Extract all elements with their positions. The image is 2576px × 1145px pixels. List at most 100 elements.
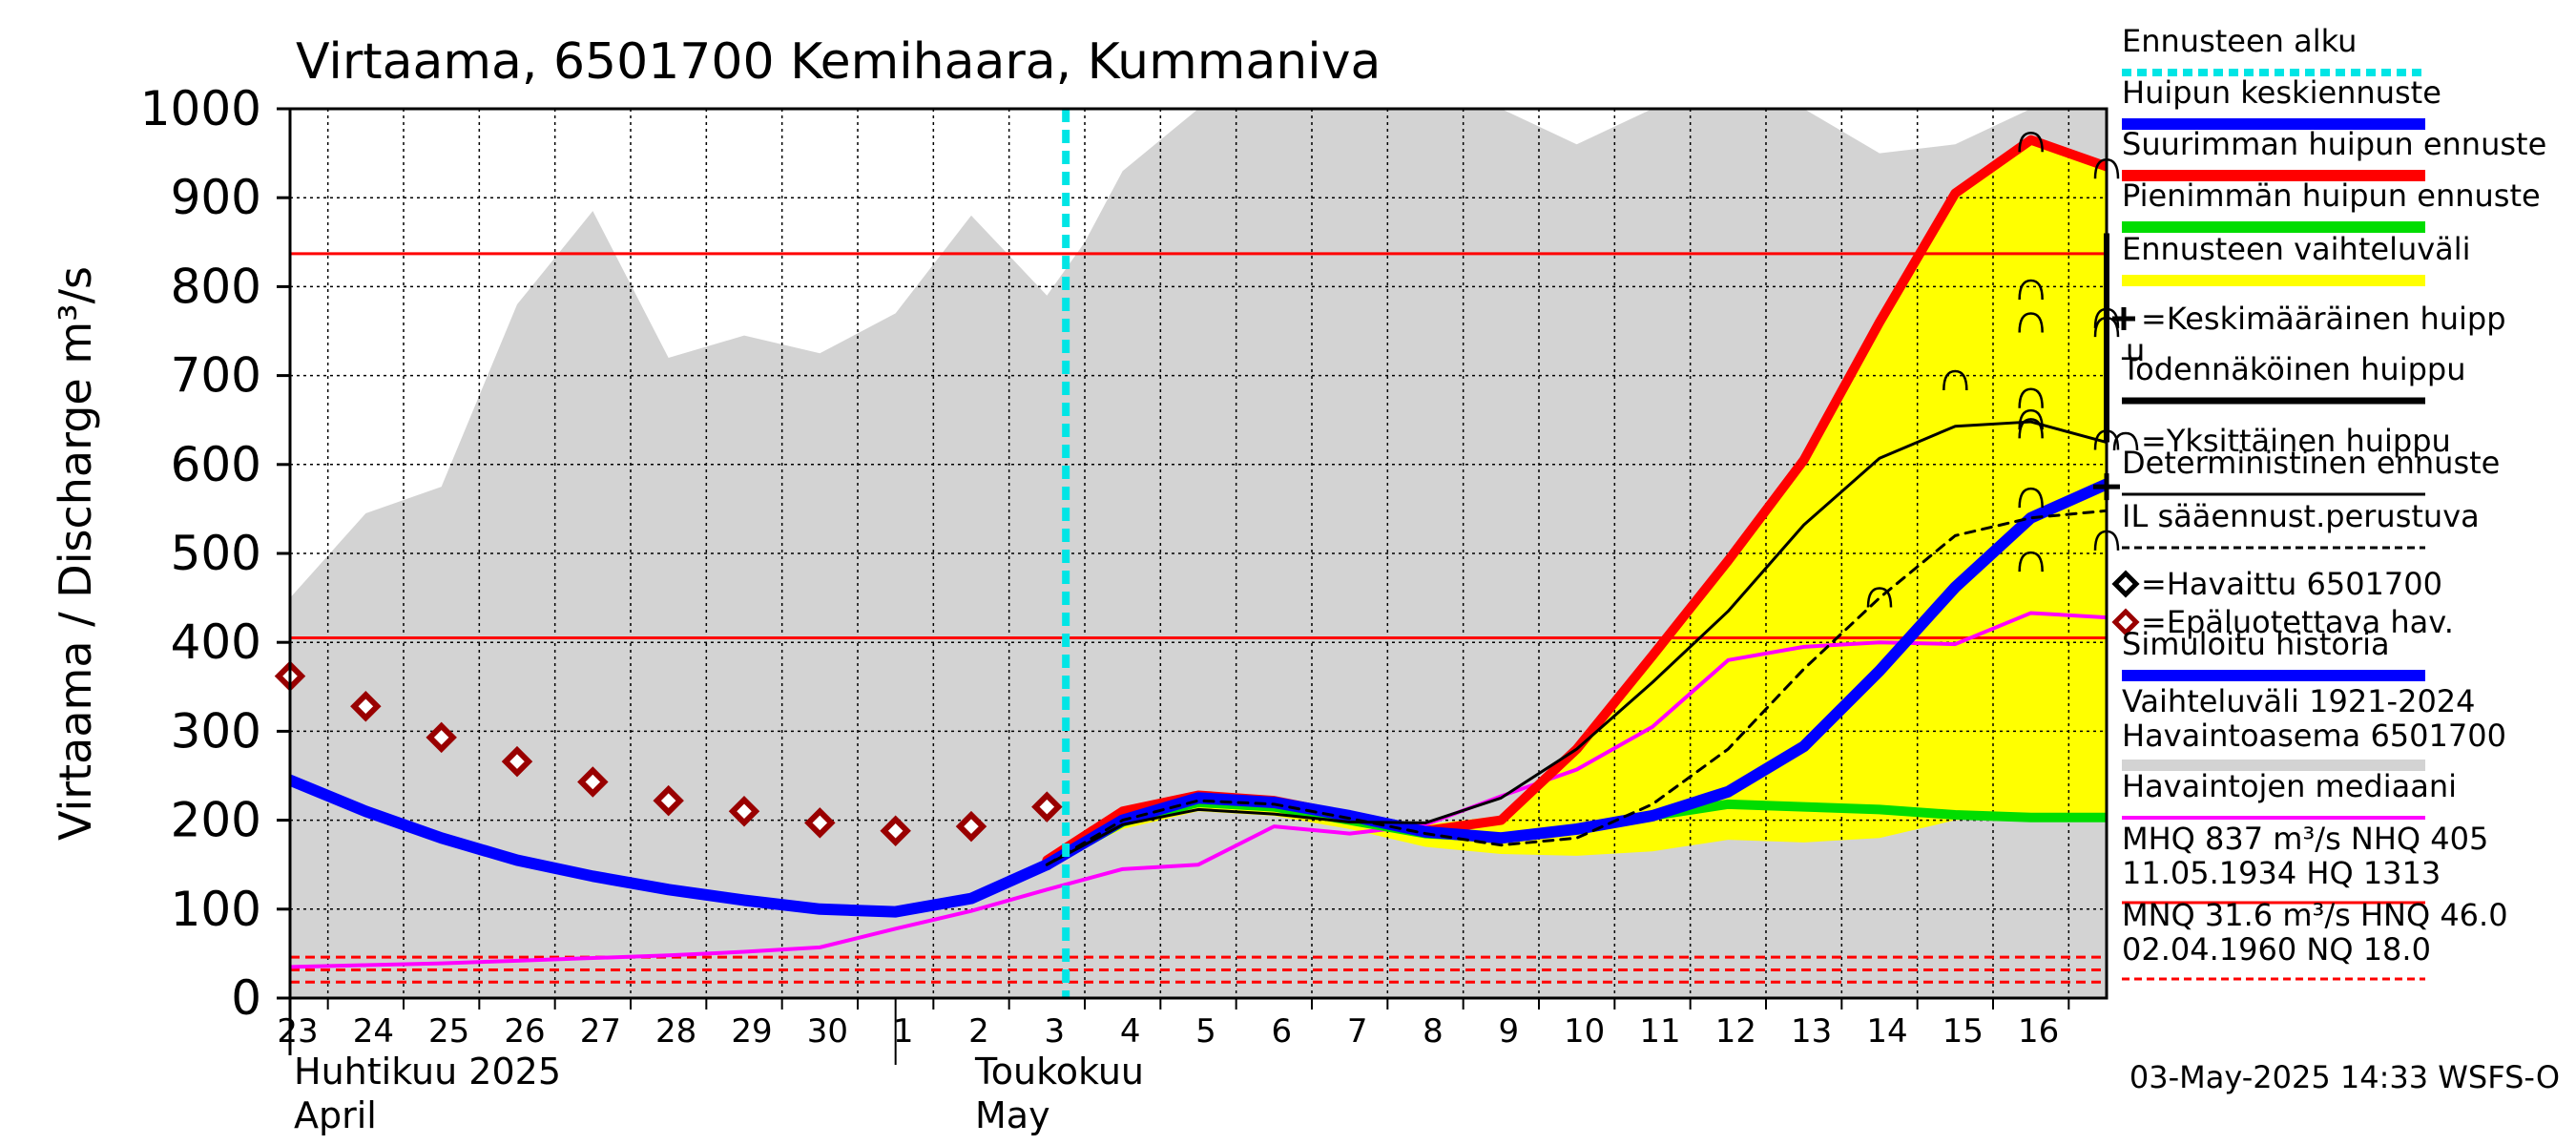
month-label-fi: Toukokuu [974, 1051, 1144, 1093]
legend-mnq-31-6-m-s-hnq-46-0: MNQ 31.6 m³/s HNQ 46.002.04.1960 NQ 18.0 [2122, 897, 2508, 981]
legend-label-2: 11.05.1934 HQ 1313 [2122, 855, 2441, 891]
legend-havaittu-6501700: =Havaittu 6501700 [2111, 566, 2442, 602]
x-tick-label: 13 [1791, 1012, 1832, 1051]
legend-vaihteluv-li-1921-2024: Vaihteluväli 1921-2024 Havaintoasema 650… [2122, 683, 2506, 771]
x-tick-label: 12 [1715, 1012, 1756, 1051]
series-il-s-ennust-perustuva [1045, 509, 2107, 866]
legend-label: Vaihteluväli 1921-2024 [2122, 683, 2476, 719]
timestamp: 03-May-2025 14:33 WSFS-O [2129, 1059, 2560, 1095]
legend-label-2: u [2126, 332, 2145, 368]
legend-label: =Yksittäinen huippu [2141, 423, 2451, 459]
legend: Ennusteen alku Huipun keskiennuste Suurimm… [2111, 23, 2546, 981]
unreliable-observation-point [426, 721, 457, 754]
series-todenn-k-inen-huippu [1045, 420, 2107, 866]
individual-peak-marker [2018, 312, 2044, 333]
unreliable-observation-point [577, 766, 609, 798]
x-tick-label: 10 [1564, 1012, 1605, 1051]
legend-label: =Epäluotettava hav. [2141, 604, 2454, 640]
x-tick-label: 8 [1423, 1012, 1444, 1051]
legend-keskim-r-inen-huipp: =Keskimääräinen huippu [2112, 301, 2506, 368]
legend-ennusteen-alku: Ennusteen alku [2122, 23, 2425, 76]
legend-label: MHQ 837 m³/s NHQ 405 [2122, 821, 2488, 857]
x-tick-label: 29 [731, 1012, 772, 1051]
x-tick-label: 9 [1499, 1012, 1520, 1051]
month-label-en: May [975, 1094, 1050, 1136]
legend-label: IL sääennust.perustuva [2122, 498, 2480, 534]
legend-swatch [2112, 307, 2135, 330]
legend-pienimm-n-huipun-ennuste: Pienimmän huipun ennuste [2122, 177, 2541, 233]
x-tick-label: 2 [968, 1012, 989, 1051]
x-tick-label: 23 [277, 1012, 318, 1051]
legend-label: Huipun keskiennuste [2122, 74, 2441, 111]
legend-label: Ennusteen vaihteluväli [2122, 231, 2471, 267]
legend-label: Suurimman huipun ennuste [2122, 126, 2546, 162]
individual-peak-marker [2018, 279, 2044, 301]
legend-label-2: 02.04.1960 NQ 18.0 [2122, 931, 2431, 968]
x-tick-label: 26 [504, 1012, 545, 1051]
x-tick-label: 27 [580, 1012, 621, 1051]
legend-swatch [2112, 431, 2139, 451]
legend-ennusteen-vaihteluv-li: Ennusteen vaihteluväli [2122, 231, 2471, 286]
y-tick-label: 800 [171, 259, 261, 314]
x-tick-label: 7 [1347, 1012, 1368, 1051]
x-tick-label: 25 [428, 1012, 469, 1051]
y-tick-label: 200 [171, 793, 261, 848]
series-havaintojen-mediaani [290, 611, 2107, 969]
legend-il-s-ennust-perustuva: IL sääennust.perustuva [2122, 498, 2480, 550]
legend-label: Ennusteen alku [2122, 23, 2357, 59]
unreliable-observation-point [501, 745, 533, 778]
x-tick-label: 16 [2018, 1012, 2059, 1051]
x-tick-label: 14 [1866, 1012, 1907, 1051]
forecast-range-area [1066, 139, 2107, 856]
y-tick-label: 1000 [140, 81, 261, 136]
legend-label: Todennäköinen huippu [2121, 351, 2466, 387]
legend-suurimman-huipun-ennuste: Suurimman huipun ennuste [2122, 126, 2546, 181]
legend-label: Simuloitu historia [2122, 626, 2390, 662]
unreliable-observation-point [804, 807, 836, 839]
x-tick-label: 6 [1272, 1012, 1293, 1051]
month-label-fi: Huhtikuu 2025 [294, 1051, 561, 1093]
chart-title: Virtaama, 6501700 Kemihaara, Kummaniva [296, 33, 1381, 91]
grid [290, 109, 2107, 998]
unreliable-observation-point [653, 784, 684, 817]
legend-label: Havaintojen mediaani [2122, 768, 2457, 804]
y-tick-label: 400 [171, 614, 261, 670]
unreliable-observation-point [955, 810, 987, 843]
legend-yksitt-inen-huippu: =Yksittäinen huippu [2112, 423, 2451, 459]
individual-peak-marker [1866, 587, 1893, 608]
x-tick-label: 30 [807, 1012, 848, 1051]
x-tick-label: 11 [1639, 1012, 1680, 1051]
y-tick-label: 900 [171, 170, 261, 225]
individual-peak-marker [1942, 369, 1968, 391]
month-label-en: April [294, 1094, 377, 1136]
legend-ep-luotettava-hav: =Epäluotettava hav. [2111, 604, 2454, 640]
y-tick-label: 0 [231, 970, 261, 1026]
individual-peak-marker [2018, 551, 2044, 572]
unreliable-observation-point [350, 691, 382, 722]
x-tick-label: 3 [1045, 1012, 1066, 1051]
individual-peak-marker [2018, 132, 2044, 153]
x-tick-label: 4 [1120, 1012, 1141, 1051]
y-tick-label: 500 [171, 526, 261, 581]
x-tick-label: 15 [1942, 1012, 1984, 1051]
y-tick-label: 100 [171, 882, 261, 937]
legend-todenn-k-inen-huippu: Todennäköinen huippu [2121, 351, 2466, 405]
individual-peak-marker [2018, 408, 2044, 430]
legend-label: Pienimmän huipun ennuste [2122, 177, 2541, 214]
x-tick-label: 24 [353, 1012, 394, 1051]
series-deterministinen-ennuste [1041, 478, 2107, 871]
legend-label: MNQ 31.6 m³/s HNQ 46.0 [2122, 897, 2508, 933]
individual-peak-marker [2018, 418, 2044, 439]
legend-label-2: Havaintoasema 6501700 [2122, 718, 2506, 754]
legend-huipun-keskiennuste: Huipun keskiennuste [2122, 74, 2441, 130]
legend-swatch [2111, 570, 2140, 598]
individual-peak-marker [2018, 387, 2044, 408]
legend-label: Deterministinen ennuste [2122, 445, 2500, 481]
legend-simuloitu-historia: Simuloitu historia [2122, 626, 2425, 681]
series-simuloitu-historia [290, 774, 1053, 918]
unreliable-observation-point [880, 815, 911, 847]
x-tick-label: 28 [655, 1012, 696, 1051]
y-tick-label: 600 [171, 437, 261, 492]
x-tick-label: 5 [1195, 1012, 1216, 1051]
